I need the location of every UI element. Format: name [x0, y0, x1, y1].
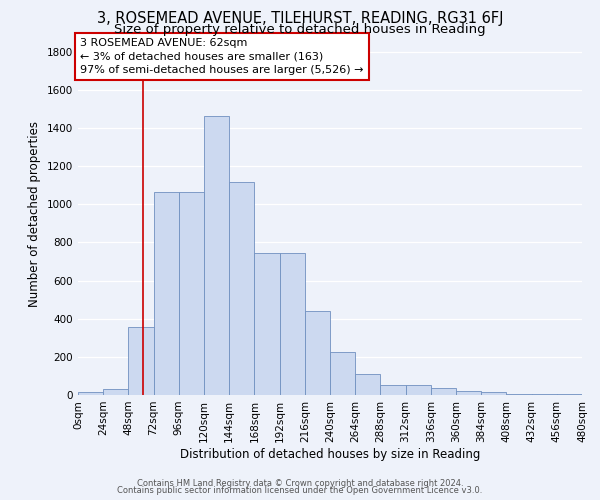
Bar: [179, 192, 204, 395]
Text: Contains public sector information licensed under the Open Government Licence v3: Contains public sector information licen…: [118, 486, 482, 495]
Bar: [456, 391, 481, 395]
Bar: [229, 182, 254, 395]
X-axis label: Distribution of detached houses by size in Reading: Distribution of detached houses by size …: [180, 448, 480, 460]
Bar: [305, 311, 330, 395]
Bar: [557, 394, 582, 395]
Text: Contains HM Land Registry data © Crown copyright and database right 2024.: Contains HM Land Registry data © Crown c…: [137, 478, 463, 488]
Bar: [406, 386, 431, 395]
Bar: [532, 394, 557, 395]
Bar: [330, 352, 355, 395]
Bar: [154, 192, 179, 395]
Bar: [78, 392, 103, 395]
Bar: [103, 390, 128, 395]
Bar: [204, 116, 229, 395]
Text: 3 ROSEMEAD AVENUE: 62sqm
← 3% of detached houses are smaller (163)
97% of semi-d: 3 ROSEMEAD AVENUE: 62sqm ← 3% of detache…: [80, 38, 364, 74]
Bar: [431, 388, 456, 395]
Y-axis label: Number of detached properties: Number of detached properties: [28, 120, 41, 306]
Bar: [280, 253, 305, 395]
Bar: [481, 392, 506, 395]
Bar: [128, 328, 154, 395]
Text: Size of property relative to detached houses in Reading: Size of property relative to detached ho…: [114, 22, 486, 36]
Bar: [506, 394, 532, 395]
Bar: [254, 253, 280, 395]
Text: 3, ROSEMEAD AVENUE, TILEHURST, READING, RG31 6FJ: 3, ROSEMEAD AVENUE, TILEHURST, READING, …: [97, 12, 503, 26]
Bar: [380, 384, 406, 395]
Bar: [355, 374, 380, 395]
